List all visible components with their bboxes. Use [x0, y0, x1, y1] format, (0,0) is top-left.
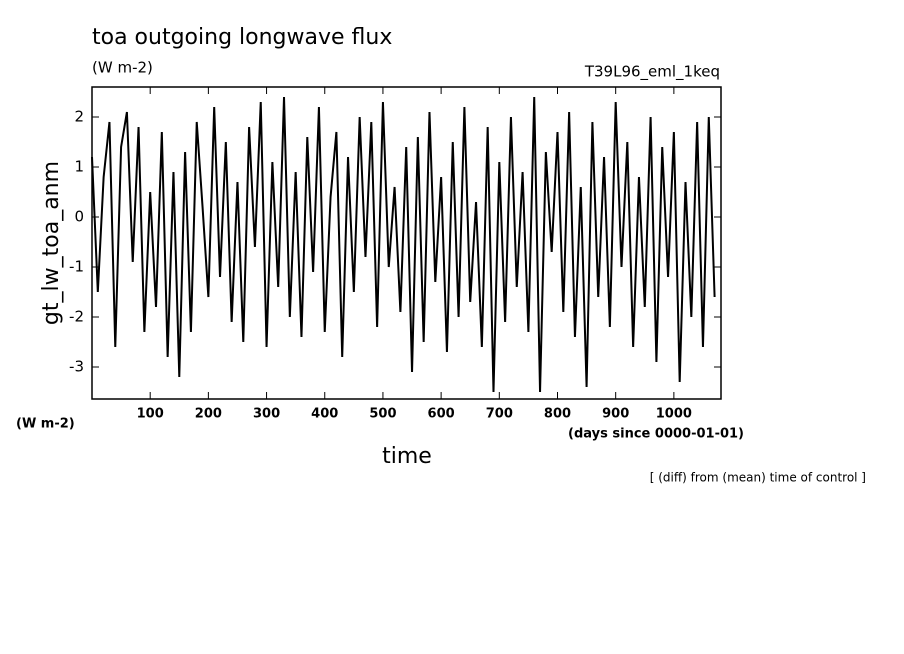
- run-label: T39L96_eml_1keq: [584, 63, 720, 82]
- y-units: (W m-2): [16, 417, 75, 432]
- y-axis-label: gt_lw_toa_anm: [39, 161, 64, 325]
- chart-title: toa outgoing longwave flux: [92, 25, 392, 50]
- x-units: (days since 0000-01-01): [568, 427, 744, 442]
- plot-frame: [91, 86, 722, 400]
- y-tick-label: 0: [74, 208, 84, 226]
- x-tick-label: 400: [311, 407, 338, 422]
- y-tick-label: 1: [74, 158, 84, 176]
- x-tick-label: 100: [137, 407, 164, 422]
- x-tick-label: 600: [428, 407, 455, 422]
- note: [ (diff) from (mean) time of control ]: [650, 471, 866, 485]
- x-tick-label: 700: [486, 407, 513, 422]
- subtitle: (W m-2): [92, 59, 153, 77]
- y-tick-label: 2: [74, 108, 84, 126]
- x-tick-label: 500: [369, 407, 396, 422]
- y-tick-label: -1: [69, 258, 84, 276]
- x-tick-label: 1000: [656, 407, 692, 422]
- x-tick-label: 900: [602, 407, 629, 422]
- x-tick-label: 300: [253, 407, 280, 422]
- data-line: [91, 96, 716, 393]
- y-tick-label: -3: [69, 358, 84, 376]
- y-tick-label: -2: [69, 308, 84, 326]
- x-tick-label: 200: [195, 407, 222, 422]
- x-axis-label: time: [382, 444, 432, 469]
- x-tick-label: 800: [544, 407, 571, 422]
